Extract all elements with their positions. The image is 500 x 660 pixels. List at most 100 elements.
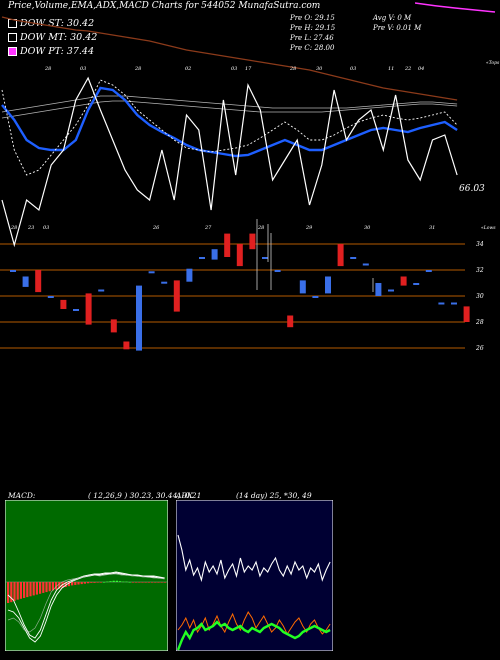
candle (463, 306, 470, 322)
stat-pre-low: Pre L: 27.46 (290, 34, 334, 42)
candle (148, 271, 155, 274)
di-plus-line (176, 620, 331, 651)
candle (425, 270, 432, 272)
dow-pt-swatch (8, 47, 17, 56)
low-date-label: 31 (429, 225, 435, 231)
candle (224, 233, 231, 257)
macd-histogram-bar (128, 582, 131, 583)
macd-histogram-bar (122, 581, 125, 583)
macd-histogram-bar (19, 582, 22, 599)
macd-histogram-bar (109, 581, 112, 582)
macd-histogram-bar (115, 580, 118, 582)
macd-histogram-bar (112, 580, 115, 582)
macd-histogram-bar (154, 582, 157, 583)
macd-histogram-bar (147, 582, 150, 583)
top-date-label: 28 (289, 66, 296, 72)
y-tick-label: 26 (475, 345, 484, 352)
candle (98, 289, 105, 292)
macd-histogram-bar (99, 582, 102, 583)
stat-avg-volume: Avg V: 0 M (373, 14, 412, 22)
macd-histogram-bar (10, 582, 13, 603)
price-band-lines (0, 243, 465, 349)
candle (362, 263, 369, 266)
price-close-line (1, 76, 458, 248)
macd-histogram-bar (64, 582, 67, 588)
adx-line (177, 534, 331, 583)
candle (136, 285, 142, 351)
macd-histogram-bar (32, 582, 35, 596)
candle (186, 268, 193, 282)
candle (388, 289, 394, 292)
last-value-label: 66.03 (459, 184, 485, 194)
macd-histogram-bar (39, 582, 42, 594)
top-date-label: 28 (134, 66, 141, 72)
macd-histogram-bar (55, 582, 58, 590)
upper-chart: 28 03 28 02 03 17 28 30 03 11 22 04 28 23 03 26 27 28 29 3… (0, 16, 500, 352)
macd-histogram-bar (58, 582, 61, 589)
top-date-label: 02 (185, 66, 191, 72)
top-date-label: 17 (245, 66, 252, 72)
macd-histogram-bar (106, 581, 109, 583)
candle (47, 296, 54, 298)
macd-histogram-bar (7, 582, 10, 603)
top-date-label: 03 (231, 66, 237, 72)
top-date-label: 30 (316, 66, 323, 72)
y-tick-labels: 26 28 30 32 34 (475, 241, 484, 352)
top-date-label: 03 (350, 66, 356, 72)
macd-histogram-bar (90, 582, 93, 583)
candle (438, 302, 445, 305)
macd-histogram-bar (74, 582, 77, 585)
adx-params: (14 day) 25, *30, 49 (236, 491, 312, 500)
y-tick-label: 30 (476, 293, 484, 300)
ema-long-brown (1, 16, 458, 101)
y-tick-label: 34 (476, 241, 484, 248)
macd-histogram-bar (67, 582, 70, 587)
top-date-label: 22 (404, 66, 411, 72)
macd-histogram-bar (125, 581, 128, 583)
macd-histogram-bar (71, 582, 74, 586)
dow-pt: DOW PT: 37.44 (8, 46, 94, 57)
dow-mt: DOW MT: 30.42 (8, 32, 97, 43)
top-date-label: 28 (44, 66, 51, 72)
macd-line (7, 571, 165, 639)
y-tick-label: 28 (475, 319, 484, 326)
top-date-label: 03 (80, 66, 86, 72)
macd-histogram-bar (51, 582, 54, 591)
candle (274, 270, 281, 272)
macd-histogram-bar (29, 582, 32, 597)
stat-pre-close: Pre C: 28.00 (290, 44, 335, 52)
low-date-label: 28 (257, 225, 264, 231)
candle (73, 309, 79, 311)
candle (262, 257, 268, 259)
macd-histogram-bar (26, 582, 29, 598)
candle (110, 319, 117, 333)
macd-histogram-bar (141, 582, 144, 583)
adx-panel (176, 500, 333, 651)
candle (60, 299, 67, 309)
macd-histogram-bar (77, 582, 80, 585)
candles (10, 219, 470, 351)
ema-blue (1, 86, 458, 158)
macd-histogram-bar (80, 582, 83, 585)
candle (287, 315, 294, 328)
low-date-label: 26 (152, 225, 160, 231)
dow-mt-label: DOW MT: 30.42 (20, 32, 98, 43)
dow-mt-swatch (8, 33, 17, 42)
top-date-label: 04 (418, 66, 424, 72)
macd-histogram-bar (131, 582, 134, 583)
adx-header: ADX (176, 491, 193, 500)
signal-dotted (1, 79, 458, 176)
macd-histogram-bar (23, 582, 26, 598)
di-minus-line (177, 610, 331, 636)
stat-pre-volume: Pre V: 0.01 M (373, 24, 422, 32)
candle (312, 296, 319, 298)
candle (199, 257, 205, 259)
y-tick-label: 32 (476, 267, 484, 274)
adx-lines (176, 534, 331, 651)
low-date-labels: 28 23 03 26 27 28 29 30 31 (10, 225, 435, 231)
macd-histogram-bar (157, 582, 160, 583)
candle (173, 280, 180, 312)
ema-white-lower (1, 100, 458, 119)
top-date-label: 11 (388, 66, 394, 72)
candle (35, 270, 42, 293)
